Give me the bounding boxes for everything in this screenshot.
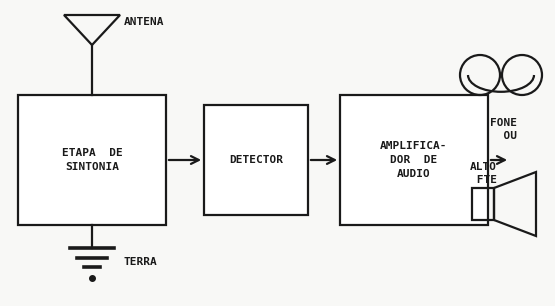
Text: DETECTOR: DETECTOR — [229, 155, 283, 165]
Text: ETAPA  DE
SINTONIA: ETAPA DE SINTONIA — [62, 148, 122, 172]
Text: ANTENA: ANTENA — [124, 17, 164, 27]
Bar — [18, 95, 166, 225]
Text: TERRA: TERRA — [124, 257, 158, 267]
Text: ALTO
 FTE: ALTO FTE — [470, 162, 497, 185]
Text: AMPLIFICA-
DOR  DE
AUDIO: AMPLIFICA- DOR DE AUDIO — [380, 141, 448, 179]
Text: FONE
  OU: FONE OU — [490, 118, 517, 141]
Bar — [204, 105, 308, 215]
Bar — [340, 95, 488, 225]
Bar — [472, 188, 494, 220]
